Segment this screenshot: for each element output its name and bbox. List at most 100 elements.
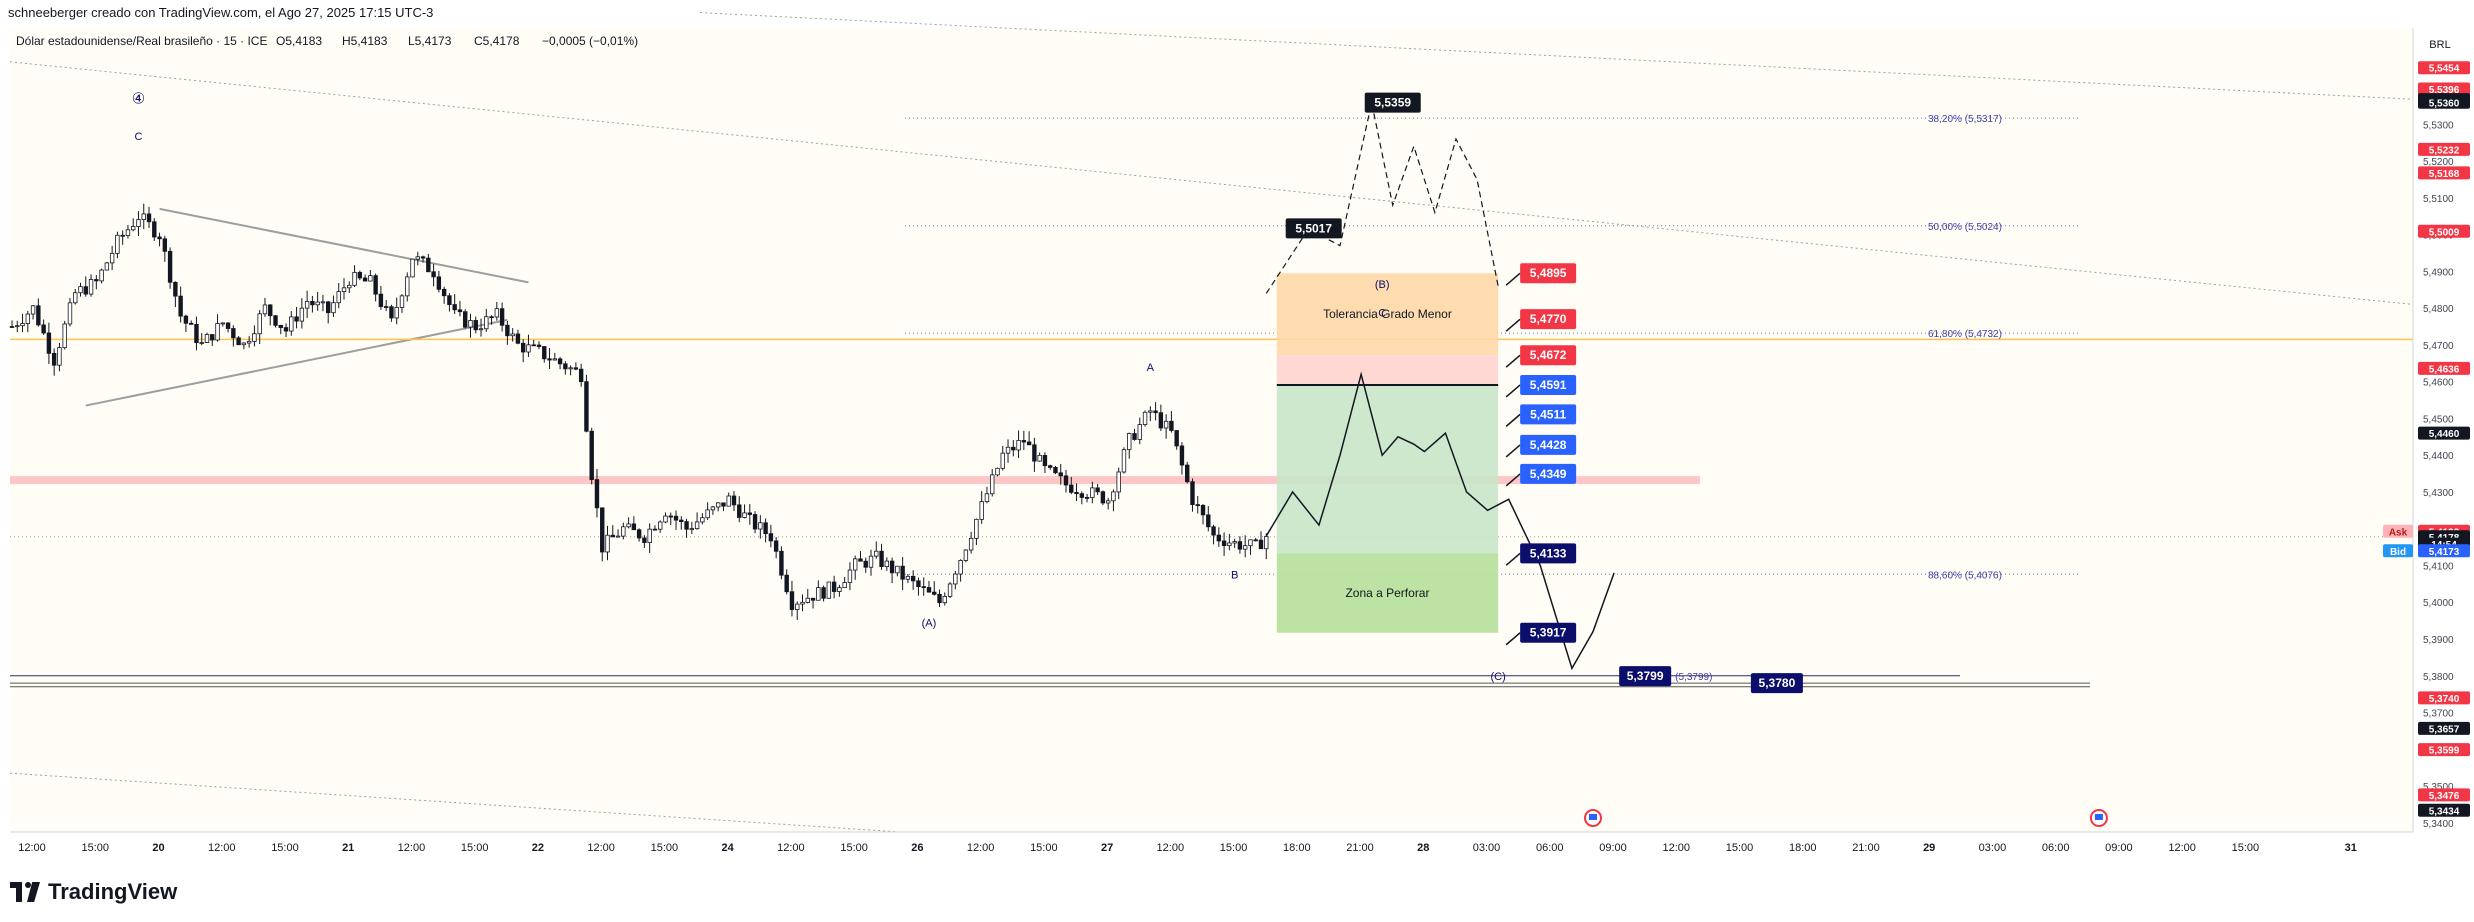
candle-body — [1195, 504, 1200, 506]
y-tick-9: 5,4400 — [2423, 451, 2454, 462]
candle-body — [473, 320, 478, 331]
x-tick-30: 29 — [1923, 842, 1935, 854]
zone-2 — [1276, 384, 1499, 554]
candle-body — [1016, 440, 1021, 451]
candle-body — [405, 276, 410, 297]
candle-body — [236, 337, 241, 346]
bottom-tag-sub-0: (5,3799) — [1675, 672, 1712, 683]
right-tag-pointer-1 — [1505, 318, 1521, 332]
candle-body — [1200, 505, 1206, 516]
candle-body — [494, 308, 500, 318]
candle-body — [36, 305, 41, 326]
candle-body — [1237, 541, 1243, 550]
right-tag-pointer-4 — [1505, 413, 1521, 427]
candle-body — [362, 277, 368, 282]
y-tick-14: 5,3900 — [2423, 635, 2454, 646]
candle-body — [457, 309, 463, 313]
candle-body — [953, 573, 958, 585]
candle-body — [926, 587, 932, 593]
candle-body — [536, 344, 542, 347]
candle-body — [826, 581, 832, 599]
y-tick-0: 5,5300 — [2423, 120, 2454, 131]
right-tag-pointer-3 — [1505, 384, 1521, 398]
candle-body — [505, 324, 510, 337]
candle-body — [426, 257, 431, 273]
right-tag-3-box — [1520, 374, 1577, 395]
candle-body — [252, 333, 257, 342]
candle-body — [726, 495, 731, 507]
plot-area[interactable] — [10, 28, 2413, 832]
candle-body — [1185, 464, 1190, 483]
candle-body — [463, 311, 468, 328]
candle-body — [853, 558, 858, 571]
x-tick-2: 20 — [152, 842, 164, 854]
candle-body — [378, 293, 384, 307]
candle-body — [584, 381, 589, 432]
candle-body — [673, 515, 679, 521]
candle-body — [383, 306, 389, 308]
candle-body — [273, 315, 278, 326]
projection-tag-0: 5,5359 — [1374, 96, 1411, 110]
right-tag-1-box — [1520, 309, 1577, 330]
candle-body — [268, 304, 273, 317]
candle-body — [120, 234, 125, 237]
x-tick-34: 12:00 — [2168, 842, 2196, 854]
tradingview-logo[interactable]: TradingView — [10, 877, 177, 907]
candle-body — [1132, 433, 1137, 440]
candle-body — [78, 286, 83, 294]
candle-body — [900, 565, 905, 580]
candle-body — [1079, 493, 1085, 498]
candle-body — [847, 569, 853, 583]
candle-body — [1005, 446, 1011, 454]
x-tick-18: 12:00 — [1157, 842, 1185, 854]
x-tick-36: 31 — [2345, 842, 2357, 854]
wave-label-0: ④ — [132, 91, 145, 108]
candle-body — [868, 555, 874, 568]
candle-body — [104, 262, 110, 271]
candle-body — [705, 509, 710, 519]
candle-body — [647, 528, 652, 543]
right-tag-0: 5,4895 — [1530, 266, 1567, 280]
candle-body — [441, 288, 447, 297]
candle-body — [895, 565, 900, 574]
x-tick-5: 21 — [342, 842, 354, 854]
x-tick-23: 03:00 — [1473, 842, 1501, 854]
candle-body — [742, 512, 747, 518]
candle-body — [974, 518, 979, 539]
x-tick-11: 24 — [722, 842, 735, 854]
candle-body — [289, 316, 294, 332]
candle-body — [831, 581, 837, 592]
bottom-tag-0: 5,3799 — [1627, 669, 1664, 683]
trendline-lower — [9, 772, 901, 833]
y-tick-1: 5,5200 — [2423, 157, 2454, 168]
candle-body — [610, 534, 615, 538]
axis-tag-17-box — [2418, 803, 2470, 817]
legend-symbol: Dólar estadounidense/Real brasileño · 15… — [16, 34, 267, 48]
candle-body — [431, 271, 436, 278]
candle-body — [1158, 412, 1164, 429]
candle-body — [779, 550, 784, 576]
y-tick-8: 5,4500 — [2423, 414, 2454, 425]
candle-body — [589, 430, 594, 481]
candle-body — [636, 529, 642, 539]
y-tick-18: 5,3500 — [2423, 782, 2454, 793]
legend-ohlc-3: C5,4178 — [474, 34, 520, 48]
candle-body — [1232, 541, 1237, 544]
candle-body — [594, 479, 600, 509]
triangle-top — [159, 207, 529, 284]
candle-body — [415, 256, 420, 260]
candle-body — [963, 549, 969, 561]
candle-body — [220, 322, 225, 325]
candle-body — [1037, 455, 1042, 462]
candle-body — [51, 352, 57, 366]
candle-body — [241, 342, 247, 346]
candle-body — [821, 587, 826, 599]
candle-body — [188, 322, 194, 325]
right-tag-8: 5,3917 — [1530, 626, 1567, 640]
candle-body — [141, 213, 146, 221]
x-tick-27: 15:00 — [1726, 842, 1754, 854]
axis-tag-16: 5,3476 — [2429, 791, 2460, 802]
candle-body — [1216, 534, 1222, 542]
candle-body — [210, 334, 215, 341]
